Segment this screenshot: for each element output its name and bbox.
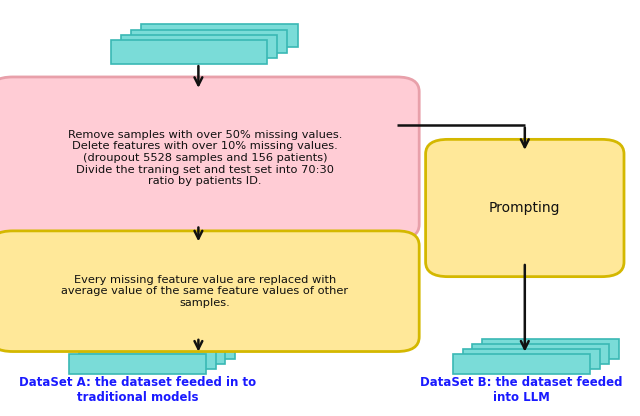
FancyBboxPatch shape: [453, 354, 590, 374]
Text: DataSet A: the dataset feeded in to
traditional models: DataSet A: the dataset feeded in to trad…: [19, 376, 256, 404]
Text: Every missing feature value are replaced with
average value of the same feature : Every missing feature value are replaced…: [61, 275, 348, 308]
FancyBboxPatch shape: [88, 344, 225, 364]
FancyBboxPatch shape: [79, 349, 216, 369]
FancyBboxPatch shape: [131, 30, 287, 53]
FancyBboxPatch shape: [0, 231, 419, 352]
FancyBboxPatch shape: [472, 344, 609, 364]
Text: DataSet B: the dataset feeded
into LLM: DataSet B: the dataset feeded into LLM: [420, 376, 623, 404]
Text: Remove samples with over 50% missing values.
Delete features with over 10% missi: Remove samples with over 50% missing val…: [68, 130, 342, 186]
FancyBboxPatch shape: [0, 77, 419, 239]
FancyBboxPatch shape: [98, 339, 235, 359]
FancyBboxPatch shape: [463, 349, 600, 369]
FancyBboxPatch shape: [426, 139, 624, 277]
FancyBboxPatch shape: [121, 35, 277, 58]
Text: Prompting: Prompting: [489, 201, 561, 215]
FancyBboxPatch shape: [111, 40, 267, 64]
FancyBboxPatch shape: [69, 354, 206, 374]
FancyBboxPatch shape: [482, 339, 619, 359]
FancyBboxPatch shape: [141, 24, 298, 47]
